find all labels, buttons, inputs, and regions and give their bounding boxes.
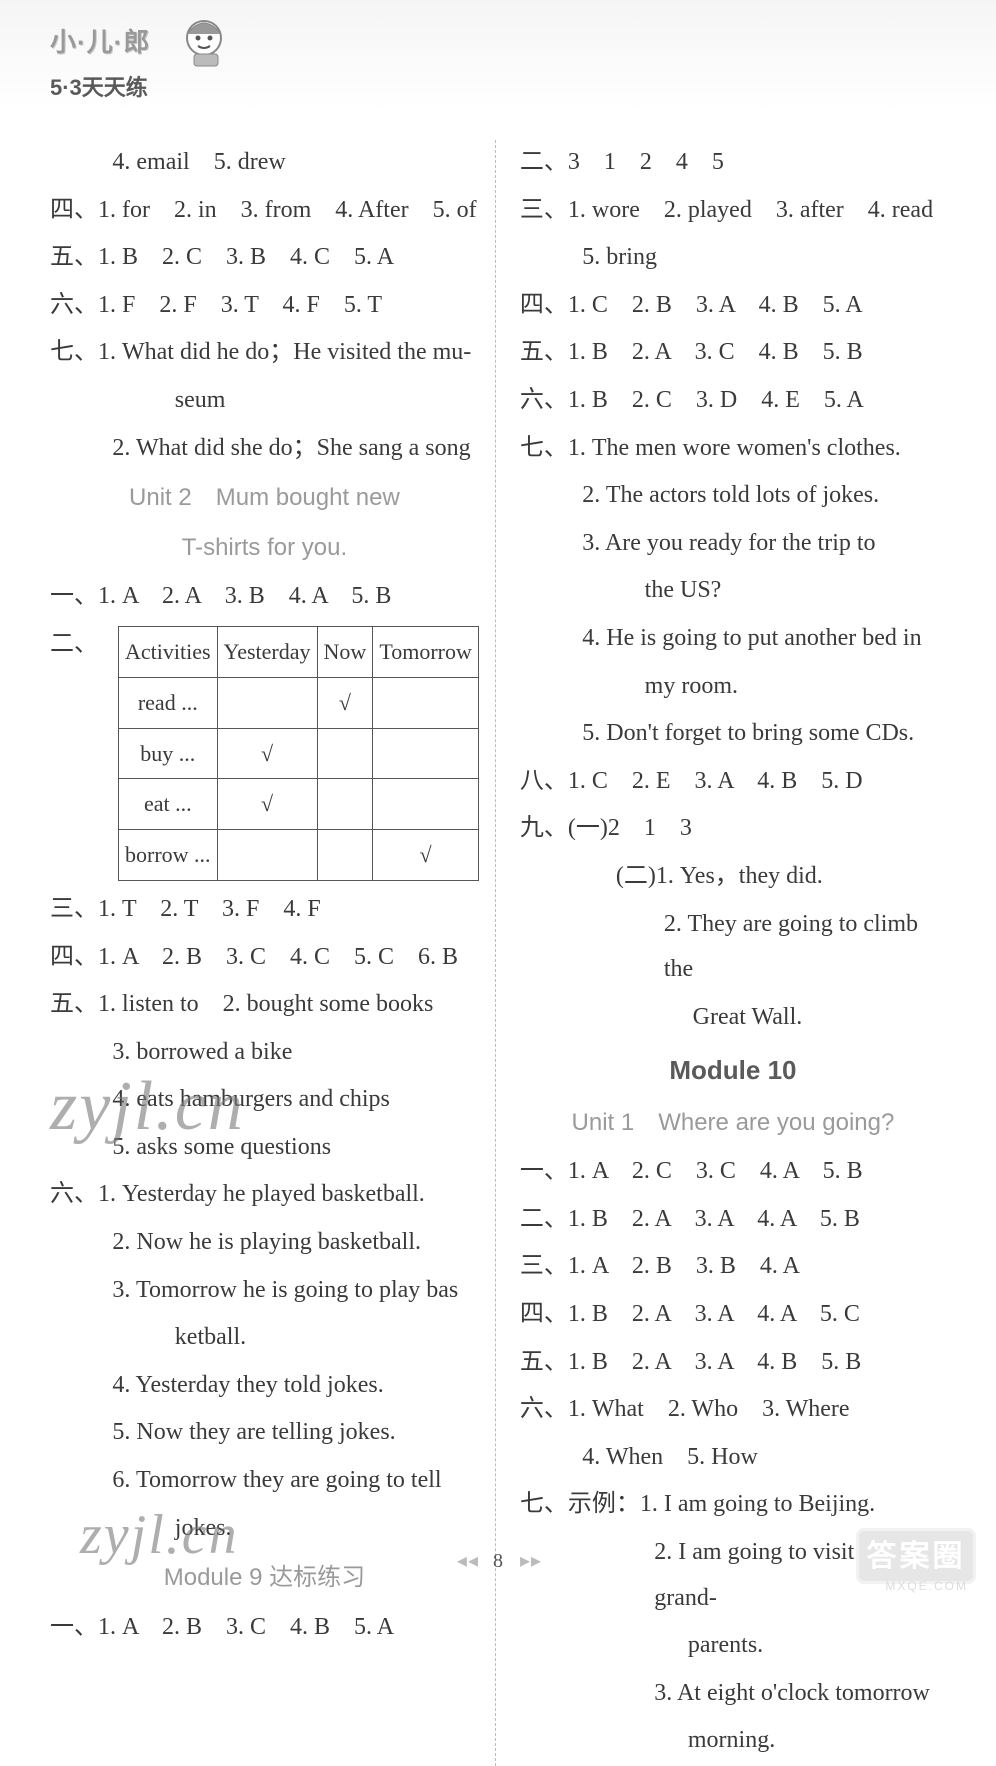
answer-line: 4. When 5. How xyxy=(520,1435,946,1481)
table-cell xyxy=(373,677,479,728)
answer-line: 六、1. B 2. C 3. D 4. E 5. A xyxy=(520,378,946,424)
answer-line: 3. Are you ready for the trip to xyxy=(520,521,946,567)
table-row: eat ... √ xyxy=(119,779,479,830)
table-cell: buy ... xyxy=(119,728,218,779)
answer-line: 三、1. A 2. B 3. B 4. A xyxy=(520,1244,946,1290)
table-cell: read ... xyxy=(119,677,218,728)
answer-line: the US? xyxy=(520,568,946,614)
table-cell: eat ... xyxy=(119,779,218,830)
table-header: Yesterday xyxy=(217,626,317,677)
table-cell: borrow ... xyxy=(119,830,218,881)
answer-line: 2. What did she do；She sang a song xyxy=(50,426,479,472)
answer-line: 七、1. The men wore women's clothes. xyxy=(520,426,946,472)
stamp-subtext: MXQE.COM xyxy=(885,1575,968,1598)
unit-heading: T-shirts for you. xyxy=(50,525,479,571)
mascot-icon xyxy=(176,14,232,70)
answer-line: 4. Yesterday they told jokes. xyxy=(50,1363,479,1409)
answer-line: 四、1. C 2. B 3. A 4. B 5. A xyxy=(520,283,946,329)
unit-heading: Unit 2 Mum bought new xyxy=(50,475,479,521)
answer-line: 八、1. C 2. E 3. A 4. B 5. D xyxy=(520,759,946,805)
answer-line: morning. xyxy=(520,1718,946,1764)
answer-line: 二、1. B 2. A 3. A 4. A 5. B xyxy=(520,1197,946,1243)
page-footer: ◂ ◂ 8 ▸ ▸ xyxy=(0,1542,996,1580)
answer-line: 四、1. for 2. in 3. from 4. After 5. of xyxy=(50,188,479,234)
answer-line: parents. xyxy=(520,1623,946,1669)
answer-line: ketball. xyxy=(50,1315,479,1361)
answer-line: 六、1. What 2. Who 3. Where xyxy=(520,1387,946,1433)
table-header: Activities xyxy=(119,626,218,677)
arrow-right-icon: ▸ ▸ xyxy=(520,1550,539,1572)
answer-line: 三、1. wore 2. played 3. after 4. read xyxy=(520,188,946,234)
answer-line: 5. Don't forget to bring some CDs. xyxy=(520,711,946,757)
table-cell xyxy=(217,677,317,728)
answer-line: 四、1. A 2. B 3. C 4. C 5. C 6. B xyxy=(50,935,479,981)
brand-bottom: 5·3天天练 xyxy=(50,67,996,109)
answer-line: 2. The actors told lots of jokes. xyxy=(520,473,946,519)
answer-line: 5. Now they are telling jokes. xyxy=(50,1410,479,1456)
answer-line: 4. He is going to put another bed in xyxy=(520,616,946,662)
table-cell xyxy=(373,779,479,830)
answer-line: (二)1. Yes，they did. xyxy=(520,854,946,900)
answer-line: 一、1. A 2. C 3. C 4. A 5. B xyxy=(520,1149,946,1195)
section-prefix: 二、 xyxy=(50,622,98,668)
arrow-left-icon: ◂ ◂ xyxy=(457,1550,476,1572)
answer-line: 2. Now he is playing basketball. xyxy=(50,1220,479,1266)
table-cell xyxy=(317,779,373,830)
answer-line: 3. borrowed a bike xyxy=(50,1030,479,1076)
answer-line: 3. At eight o'clock tomorrow xyxy=(520,1671,946,1717)
table-cell: √ xyxy=(217,728,317,779)
page-number: 8 xyxy=(493,1550,503,1572)
answer-line: my room. xyxy=(520,664,946,710)
answer-line: 五、1. B 2. A 3. A 4. B 5. B xyxy=(520,1340,946,1386)
content-columns: 4. email 5. drew 四、1. for 2. in 3. from … xyxy=(0,110,996,1766)
table-row: buy ... √ xyxy=(119,728,479,779)
answer-line: Great Wall. xyxy=(520,995,946,1041)
answer-line: 4. email 5. drew xyxy=(50,140,479,186)
left-column: 4. email 5. drew 四、1. for 2. in 3. from … xyxy=(50,140,495,1766)
page-header: 小·儿·郎 5·3天天练 xyxy=(0,0,996,110)
table-cell xyxy=(373,728,479,779)
unit-heading: Unit 1 Where are you going? xyxy=(520,1100,946,1146)
answer-line: 六、1. Yesterday he played basketball. xyxy=(50,1172,479,1218)
answer-line: 五、1. listen to 2. bought some books xyxy=(50,982,479,1028)
table-cell: √ xyxy=(217,779,317,830)
answer-line: 6. Tomorrow they are going to tell xyxy=(50,1458,479,1504)
answer-line: 5. asks some questions xyxy=(50,1125,479,1171)
answer-line: 3. Tomorrow he is going to play bas xyxy=(50,1268,479,1314)
table-row: Activities Yesterday Now Tomorrow xyxy=(119,626,479,677)
answer-line: seum xyxy=(50,378,479,424)
table-cell xyxy=(317,728,373,779)
answer-line: 一、1. A 2. B 3. C 4. B 5. A xyxy=(50,1605,479,1651)
table-cell xyxy=(317,830,373,881)
table-row: read ... √ xyxy=(119,677,479,728)
table-row: borrow ... √ xyxy=(119,830,479,881)
table-header: Tomorrow xyxy=(373,626,479,677)
answer-line: 七、示例：1. I am going to Beijing. xyxy=(520,1482,946,1528)
table-cell: √ xyxy=(317,677,373,728)
answer-line: 一、1. A 2. A 3. B 4. A 5. B xyxy=(50,574,479,620)
table-cell: √ xyxy=(373,830,479,881)
answer-line: 七、1. What did he do；He visited the mu- xyxy=(50,330,479,376)
answer-line: 四、1. B 2. A 3. A 4. A 5. C xyxy=(520,1292,946,1338)
answer-line: 九、(一)2 1 3 xyxy=(520,806,946,852)
answer-line: 2. They are going to climb the xyxy=(520,902,946,993)
module-heading: Module 10 xyxy=(520,1046,946,1095)
table-header: Now xyxy=(317,626,373,677)
answer-line: 二、3 1 2 4 5 xyxy=(520,140,946,186)
answer-line: 三、1. T 2. T 3. F 4. F xyxy=(50,887,479,933)
answer-line: 五、1. B 2. C 3. B 4. C 5. A xyxy=(50,235,479,281)
answer-line: 4. eats hamburgers and chips xyxy=(50,1077,479,1123)
right-column: 二、3 1 2 4 5 三、1. wore 2. played 3. after… xyxy=(495,140,956,1766)
answer-line: 5. bring xyxy=(520,235,946,281)
answer-line: 六、1. F 2. F 3. T 4. F 5. T xyxy=(50,283,479,329)
table-cell xyxy=(217,830,317,881)
answer-line: 五、1. B 2. A 3. C 4. B 5. B xyxy=(520,330,946,376)
activities-table: Activities Yesterday Now Tomorrow read .… xyxy=(118,626,479,881)
